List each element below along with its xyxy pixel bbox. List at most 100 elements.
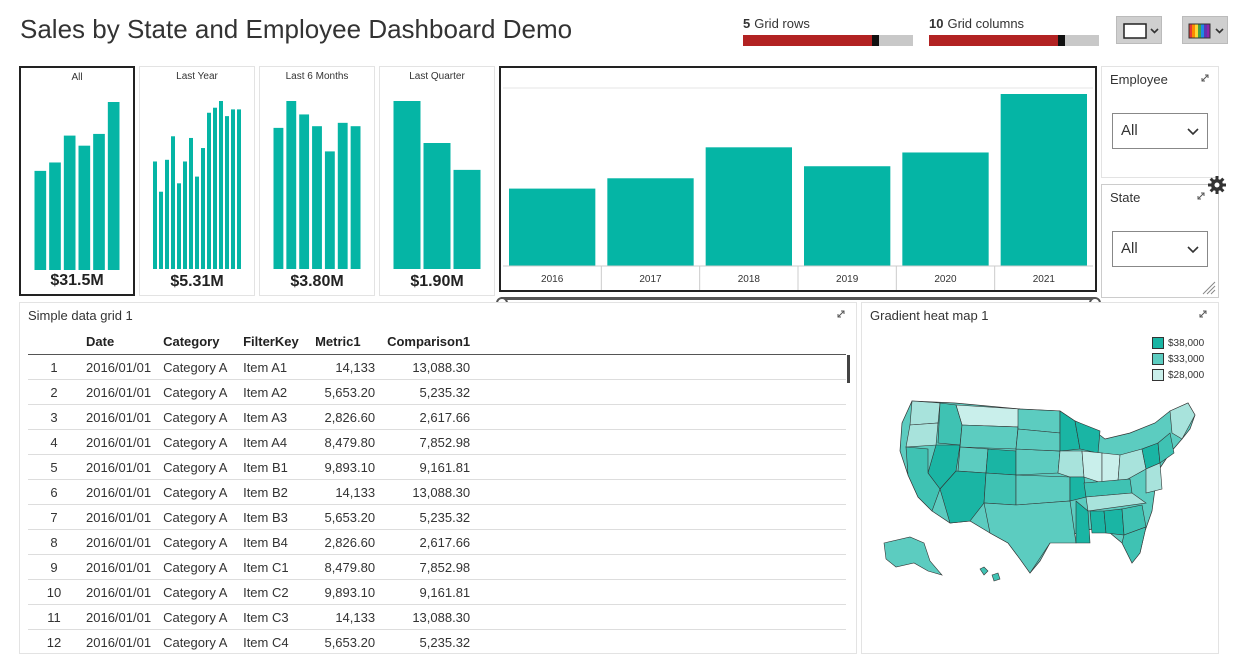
employee-select-value: All bbox=[1121, 122, 1138, 139]
year-bar[interactable] bbox=[607, 178, 694, 266]
table-cell: Item B1 bbox=[237, 454, 310, 480]
table-row[interactable]: 9 2016/01/01 Category A Item C1 8,479.80 7,85… bbox=[28, 554, 846, 580]
table-cell: 9,893.10 bbox=[309, 454, 382, 480]
state-shape bbox=[1121, 526, 1147, 564]
table-cell-filler bbox=[476, 604, 846, 630]
kpi-panel-last-6-months[interactable]: Last 6 Months $3.80M bbox=[259, 66, 375, 296]
column-header[interactable]: Category bbox=[157, 328, 238, 355]
kpi-bar bbox=[93, 133, 105, 270]
border-style-button[interactable] bbox=[1116, 16, 1162, 44]
kpi-bar bbox=[286, 101, 297, 269]
table-cell: Item C2 bbox=[237, 579, 310, 605]
table-cell: 13,088.30 bbox=[381, 604, 477, 630]
column-header-filler bbox=[476, 328, 846, 355]
table-row[interactable]: 12 2016/01/01 Category A Item C4 5,653.20 5,2… bbox=[28, 629, 846, 653]
table-cell-filler bbox=[476, 479, 846, 505]
table-cell: 14,133 bbox=[309, 479, 382, 505]
table-row[interactable]: 1 2016/01/01 Category A Item A1 14,133 13,088… bbox=[28, 354, 846, 380]
grid-rows-label: 5 Grid rows bbox=[743, 16, 810, 31]
kpi-bar bbox=[219, 101, 223, 269]
palette-button[interactable] bbox=[1182, 16, 1228, 44]
state-shape bbox=[1075, 500, 1091, 544]
state-shape bbox=[1015, 428, 1061, 452]
state-shape bbox=[1101, 452, 1121, 484]
table-cell-filler bbox=[476, 354, 846, 380]
year-bar[interactable] bbox=[509, 188, 596, 266]
table-cell: 13,088.30 bbox=[381, 479, 477, 505]
table-row[interactable]: 5 2016/01/01 Category A Item B1 9,893.10 9,16… bbox=[28, 454, 846, 480]
table-cell: 2016/01/01 bbox=[80, 354, 158, 380]
state-shape bbox=[957, 446, 989, 474]
legend-item: $38,000 bbox=[1152, 335, 1204, 351]
table-cell: Category A bbox=[157, 554, 238, 580]
table-cell: 14,133 bbox=[309, 604, 382, 630]
grid-rows-slider[interactable] bbox=[743, 35, 913, 46]
table-cell: 1 bbox=[28, 354, 80, 380]
table-row[interactable]: 3 2016/01/01 Category A Item A3 2,826.60 2,61… bbox=[28, 404, 846, 430]
column-header[interactable] bbox=[28, 328, 80, 355]
grid-columns-slider-handle[interactable] bbox=[1058, 35, 1065, 46]
kpi-panel-all[interactable]: All $31.5M bbox=[19, 66, 135, 296]
table-cell: 10 bbox=[28, 579, 80, 605]
resize-grip-icon[interactable] bbox=[1200, 279, 1216, 295]
table-cell: 8,479.80 bbox=[309, 554, 382, 580]
year-bar[interactable] bbox=[902, 152, 989, 266]
expand-icon[interactable] bbox=[1198, 309, 1208, 319]
kpi-bar bbox=[78, 145, 91, 270]
table-row[interactable]: 6 2016/01/01 Category A Item B2 14,133 13,088… bbox=[28, 479, 846, 505]
kpi-bar bbox=[312, 126, 322, 269]
table-cell: 5,653.20 bbox=[309, 504, 382, 530]
table-cell: Item A1 bbox=[237, 354, 310, 380]
table-cell-filler bbox=[476, 454, 846, 480]
state-select[interactable]: All bbox=[1112, 231, 1208, 267]
table-row[interactable]: 7 2016/01/01 Category A Item B3 5,653.20 5,23… bbox=[28, 504, 846, 530]
year-bar[interactable] bbox=[1000, 94, 1087, 266]
heat-map-legend: $38,000 $33,000 $28,000 bbox=[1152, 335, 1204, 383]
state-shape bbox=[1069, 476, 1087, 502]
year-bar-chart-panel[interactable]: 2016 2017 2018 2019 2020 2021 bbox=[499, 66, 1097, 292]
gear-icon[interactable] bbox=[1206, 174, 1228, 196]
kpi-bar bbox=[195, 176, 199, 269]
table-cell: 5,235.32 bbox=[381, 379, 477, 405]
resize-bar[interactable] bbox=[501, 297, 1095, 300]
grid-rows-slider-fill bbox=[743, 35, 872, 46]
table-row[interactable]: 11 2016/01/01 Category A Item C3 14,133 13,08… bbox=[28, 604, 846, 630]
us-state-map[interactable] bbox=[870, 393, 1210, 593]
state-filter-title: State bbox=[1110, 190, 1141, 205]
year-bar[interactable] bbox=[804, 166, 891, 266]
table-cell: Item C1 bbox=[237, 554, 310, 580]
column-header[interactable]: Date bbox=[80, 328, 158, 355]
table-row[interactable]: 2 2016/01/01 Category A Item A2 5,653.20 5,23… bbox=[28, 379, 846, 405]
table-cell-filler bbox=[476, 379, 846, 405]
data-grid[interactable]: Date Category FilterKey Metric1 Comparis… bbox=[28, 328, 846, 653]
employee-select[interactable]: All bbox=[1112, 113, 1208, 149]
column-header[interactable]: FilterKey bbox=[237, 328, 310, 355]
year-bar[interactable] bbox=[705, 147, 792, 266]
kpi-panel-last-year[interactable]: Last Year $5.31M bbox=[139, 66, 255, 296]
table-cell: 2016/01/01 bbox=[80, 479, 158, 505]
column-header[interactable]: Metric1 bbox=[309, 328, 382, 355]
table-row[interactable]: 8 2016/01/01 Category A Item B4 2,826.60 2,61… bbox=[28, 529, 846, 555]
table-cell: 9,893.10 bbox=[309, 579, 382, 605]
heat-map-title: Gradient heat map 1 bbox=[870, 308, 989, 323]
table-row[interactable]: 4 2016/01/01 Category A Item A4 8,479.80 7,85… bbox=[28, 429, 846, 455]
table-cell: Category A bbox=[157, 579, 238, 605]
x-tick-label: 2017 bbox=[639, 274, 662, 285]
expand-icon[interactable] bbox=[1196, 191, 1206, 201]
state-shape bbox=[955, 404, 1021, 428]
grid-rows-slider-handle[interactable] bbox=[872, 35, 879, 46]
expand-icon[interactable] bbox=[1200, 73, 1210, 83]
kpi-sparkbar-chart bbox=[393, 101, 481, 269]
table-cell: 2,826.60 bbox=[309, 404, 382, 430]
column-header[interactable]: Comparison1 bbox=[381, 328, 477, 355]
table-row[interactable]: 10 2016/01/01 Category A Item C2 9,893.10 9,1… bbox=[28, 579, 846, 605]
table-cell: 5,653.20 bbox=[309, 379, 382, 405]
grid-columns-slider-fill bbox=[929, 35, 1058, 46]
expand-icon[interactable] bbox=[836, 309, 846, 319]
kpi-panel-last-quarter[interactable]: Last Quarter $1.90M bbox=[379, 66, 495, 296]
grid-columns-slider[interactable] bbox=[929, 35, 1099, 46]
table-cell-filler bbox=[476, 404, 846, 430]
scrollbar-thumb[interactable] bbox=[847, 355, 850, 383]
employee-filter-title: Employee bbox=[1110, 72, 1168, 87]
table-cell: 2016/01/01 bbox=[80, 454, 158, 480]
